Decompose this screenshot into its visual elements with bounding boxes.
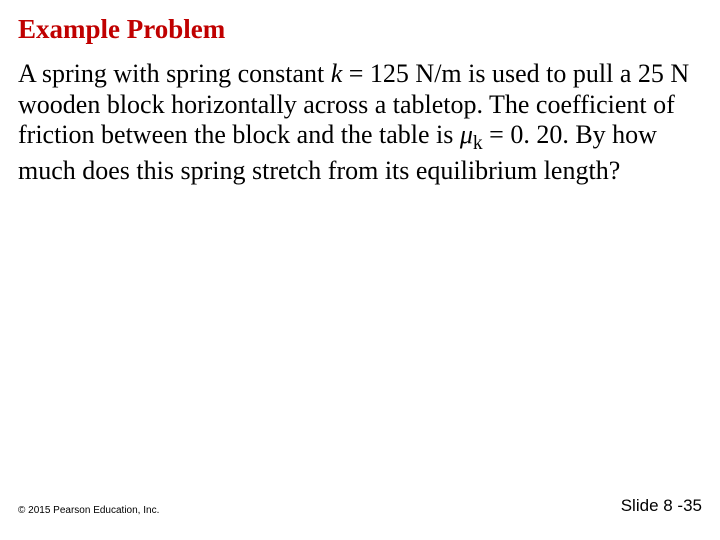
body-part-1: A spring with spring constant: [18, 59, 331, 88]
variable-mu: μ: [460, 120, 473, 149]
problem-text: A spring with spring constant k = 125 N/…: [18, 59, 702, 186]
slide: Example Problem A spring with spring con…: [0, 0, 720, 540]
variable-k: k: [331, 59, 343, 88]
slide-number: Slide 8 -35: [621, 496, 702, 516]
copyright-text: © 2015 Pearson Education, Inc.: [18, 505, 159, 516]
subscript-k: k: [473, 134, 483, 155]
footer: © 2015 Pearson Education, Inc. Slide 8 -…: [18, 496, 702, 516]
slide-title: Example Problem: [18, 14, 702, 45]
